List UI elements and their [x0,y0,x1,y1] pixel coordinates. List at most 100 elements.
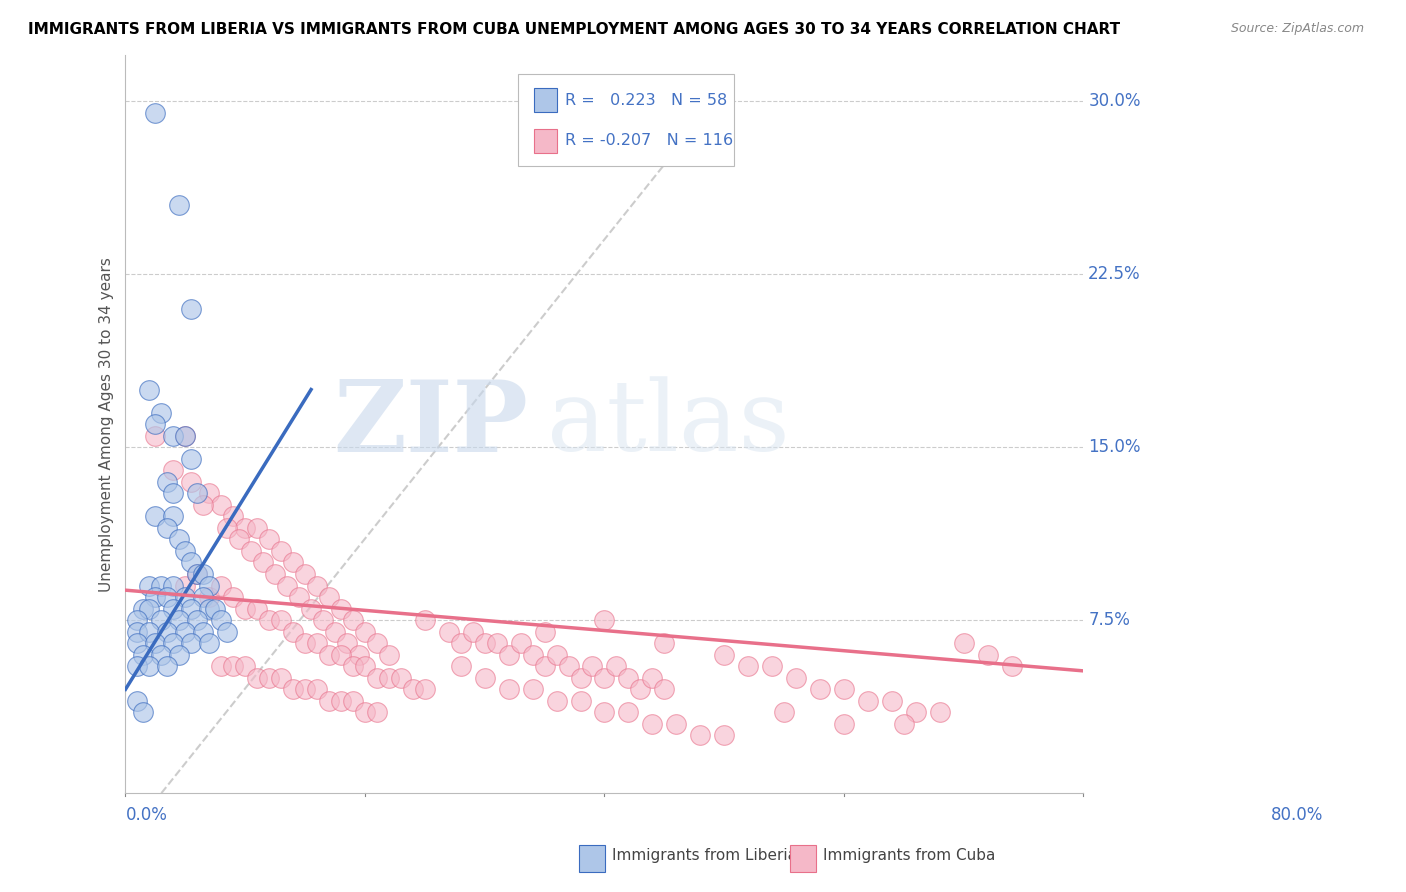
Point [713,729,735,743]
Point [557,659,579,673]
Point [665,717,688,731]
Point [413,613,436,627]
Point [569,694,592,708]
Text: 7.5%: 7.5% [1088,611,1130,629]
Point [288,590,311,604]
Point [330,648,353,662]
Point [366,706,388,720]
Point [318,648,340,662]
Point [156,659,179,673]
Point [270,671,292,685]
Point [186,567,208,582]
Point [233,659,256,673]
Point [127,613,149,627]
Text: 0.0%: 0.0% [125,806,167,824]
Point [281,556,304,570]
Point [162,636,184,650]
Point [689,729,711,743]
Point [808,682,831,697]
Point [832,717,855,731]
Point [138,578,160,592]
Point [450,636,472,650]
Point [209,578,232,592]
Point [150,613,173,627]
Point [713,648,735,662]
Point [180,451,202,466]
Point [169,198,191,212]
Point [186,567,208,582]
Point [132,648,155,662]
FancyBboxPatch shape [519,73,734,166]
Point [180,556,202,570]
Point [174,428,197,442]
Point [336,636,359,650]
Point [257,671,280,685]
Text: Source: ZipAtlas.com: Source: ZipAtlas.com [1230,22,1364,36]
Point [474,636,496,650]
Point [785,671,807,685]
Point [533,659,555,673]
Point [323,624,346,639]
Point [652,636,675,650]
Point [217,624,239,639]
Point [593,671,616,685]
Point [617,671,640,685]
Point [252,556,274,570]
Point [132,601,155,615]
Point [174,590,197,604]
Point [307,636,329,650]
Point [832,682,855,697]
Point [162,601,184,615]
Point [354,659,377,673]
Point [461,624,484,639]
Point [162,578,184,592]
Point [474,671,496,685]
Point [145,105,167,120]
Point [138,659,160,673]
Point [330,694,353,708]
Point [127,624,149,639]
Text: 80.0%: 80.0% [1271,806,1323,824]
Point [652,682,675,697]
Point [138,624,160,639]
Point [605,659,627,673]
Point [174,428,197,442]
Point [450,659,472,673]
Point [330,601,353,615]
Point [880,694,903,708]
Point [342,613,364,627]
Point [209,659,232,673]
Point [156,624,179,639]
Point [546,694,568,708]
Point [509,636,531,650]
Point [193,624,215,639]
Point [761,659,783,673]
Point [240,544,263,558]
Point [307,578,329,592]
Point [522,648,544,662]
Point [270,544,292,558]
Point [294,567,316,582]
Point [893,717,915,731]
Point [169,648,191,662]
Point [928,706,950,720]
Point [281,682,304,697]
Point [294,682,316,697]
Point [162,463,184,477]
Point [281,624,304,639]
Text: Immigrants from Liberia: Immigrants from Liberia [612,848,797,863]
Point [270,613,292,627]
Text: R = -0.207   N = 116: R = -0.207 N = 116 [565,134,734,148]
Point [127,694,149,708]
Point [1000,659,1022,673]
Point [299,601,322,615]
Point [127,659,149,673]
Point [198,486,221,500]
Point [217,521,239,535]
Point [737,659,759,673]
Point [366,636,388,650]
Point [180,475,202,489]
Point [389,671,412,685]
Point [138,383,160,397]
Point [180,601,202,615]
